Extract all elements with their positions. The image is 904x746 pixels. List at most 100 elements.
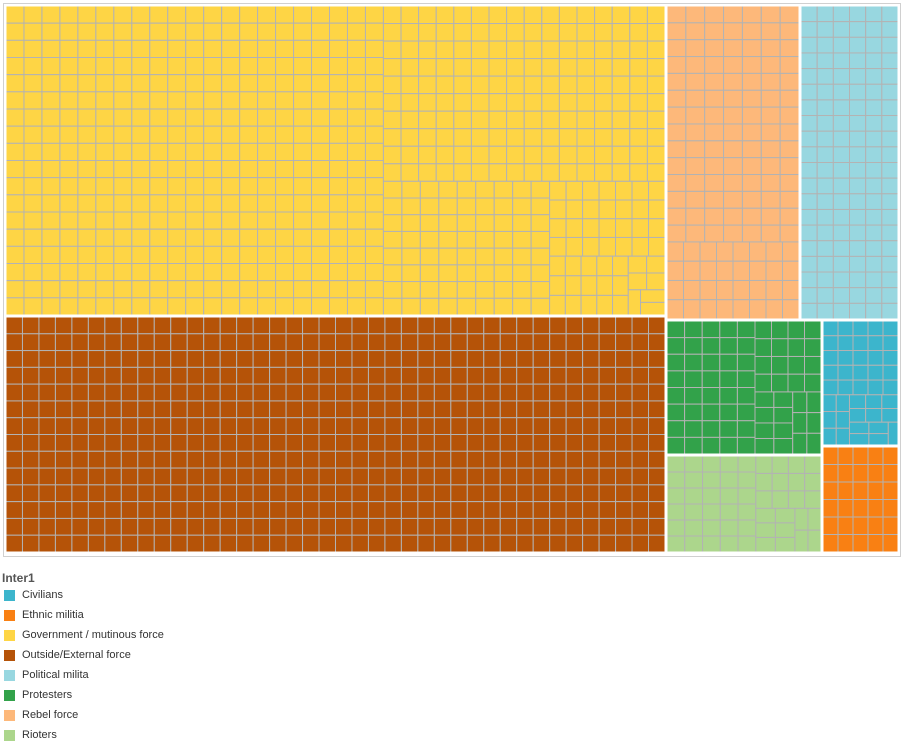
treemap-cell[interactable] bbox=[648, 218, 666, 238]
treemap-cell[interactable] bbox=[466, 316, 485, 335]
treemap-cell[interactable] bbox=[832, 302, 851, 320]
treemap-cell[interactable] bbox=[631, 467, 650, 486]
treemap-cell[interactable] bbox=[104, 467, 122, 486]
treemap-cell[interactable] bbox=[186, 534, 205, 553]
treemap-cell[interactable] bbox=[512, 264, 532, 283]
treemap-cell[interactable] bbox=[384, 366, 402, 385]
treemap-cell[interactable] bbox=[488, 5, 508, 25]
treemap-cell[interactable] bbox=[512, 180, 532, 199]
treemap-cell[interactable] bbox=[848, 433, 870, 446]
treemap-cell[interactable] bbox=[816, 52, 834, 70]
treemap-cell[interactable] bbox=[87, 400, 106, 419]
treemap-cell[interactable] bbox=[131, 74, 151, 93]
treemap-cell[interactable] bbox=[419, 297, 440, 316]
treemap-cell[interactable] bbox=[666, 320, 686, 339]
treemap-cell[interactable] bbox=[612, 275, 629, 296]
treemap-cell[interactable] bbox=[219, 316, 238, 335]
treemap-cell[interactable] bbox=[732, 299, 750, 320]
treemap-cell[interactable] bbox=[475, 180, 495, 199]
treemap-cell[interactable] bbox=[221, 108, 241, 127]
treemap-cell[interactable] bbox=[867, 350, 884, 366]
treemap-cell[interactable] bbox=[400, 534, 419, 553]
treemap-cell[interactable] bbox=[648, 450, 666, 469]
treemap-cell[interactable] bbox=[837, 464, 854, 483]
treemap-cell[interactable] bbox=[311, 194, 331, 213]
treemap-cell[interactable] bbox=[822, 320, 839, 337]
treemap-cell[interactable] bbox=[702, 519, 721, 537]
treemap-cell[interactable] bbox=[203, 501, 221, 519]
treemap-cell[interactable] bbox=[252, 434, 271, 452]
treemap-cell[interactable] bbox=[137, 484, 155, 503]
treemap-cell[interactable] bbox=[59, 5, 79, 24]
treemap-cell[interactable] bbox=[882, 516, 899, 535]
treemap-cell[interactable] bbox=[456, 264, 477, 283]
treemap-cell[interactable] bbox=[185, 194, 205, 213]
treemap-cell[interactable] bbox=[367, 517, 386, 536]
treemap-cell[interactable] bbox=[666, 487, 686, 505]
treemap-cell[interactable] bbox=[41, 245, 61, 265]
treemap-cell[interactable] bbox=[881, 408, 899, 423]
treemap-cell[interactable] bbox=[170, 484, 188, 503]
treemap-cell[interactable] bbox=[167, 91, 187, 110]
treemap-cell[interactable] bbox=[760, 39, 781, 58]
treemap-cell[interactable] bbox=[881, 302, 899, 320]
treemap-cell[interactable] bbox=[367, 434, 386, 452]
treemap-cell[interactable] bbox=[382, 281, 403, 299]
treemap-cell[interactable] bbox=[167, 194, 187, 213]
treemap-cell[interactable] bbox=[239, 160, 259, 179]
treemap-cell[interactable] bbox=[236, 484, 254, 503]
treemap-cell[interactable] bbox=[71, 400, 89, 419]
treemap-cell[interactable] bbox=[648, 517, 666, 536]
treemap-cell[interactable] bbox=[329, 280, 348, 299]
treemap-cell[interactable] bbox=[186, 434, 205, 452]
treemap-cell[interactable] bbox=[346, 108, 366, 127]
treemap-cell[interactable] bbox=[582, 467, 600, 486]
treemap-cell[interactable] bbox=[252, 350, 271, 368]
treemap-cell[interactable] bbox=[865, 255, 883, 273]
treemap-cell[interactable] bbox=[684, 353, 703, 372]
treemap-cell[interactable] bbox=[5, 280, 25, 299]
treemap-cell[interactable] bbox=[335, 383, 353, 402]
treemap-cell[interactable] bbox=[433, 366, 452, 385]
treemap-cell[interactable] bbox=[153, 484, 172, 503]
treemap-cell[interactable] bbox=[765, 260, 783, 281]
treemap-cell[interactable] bbox=[615, 218, 633, 238]
treemap-cell[interactable] bbox=[38, 517, 56, 536]
treemap-cell[interactable] bbox=[236, 534, 254, 553]
treemap-cell[interactable] bbox=[149, 194, 169, 213]
treemap-cell[interactable] bbox=[318, 501, 336, 519]
treemap-cell[interactable] bbox=[666, 140, 687, 159]
treemap-cell[interactable] bbox=[285, 501, 304, 519]
treemap-cell[interactable] bbox=[684, 535, 704, 553]
treemap-cell[interactable] bbox=[598, 366, 617, 385]
treemap-cell[interactable] bbox=[239, 211, 259, 230]
treemap-cell[interactable] bbox=[285, 467, 304, 486]
treemap-cell[interactable] bbox=[580, 294, 598, 316]
treemap-cell[interactable] bbox=[755, 536, 776, 553]
treemap-cell[interactable] bbox=[881, 99, 899, 117]
treemap-cell[interactable] bbox=[239, 194, 259, 213]
treemap-cell[interactable] bbox=[631, 199, 650, 220]
treemap-cell[interactable] bbox=[558, 23, 578, 42]
treemap-cell[interactable] bbox=[41, 57, 61, 76]
treemap-cell[interactable] bbox=[881, 130, 899, 148]
treemap-cell[interactable] bbox=[5, 383, 23, 402]
treemap-cell[interactable] bbox=[453, 93, 472, 112]
treemap-cell[interactable] bbox=[648, 434, 666, 452]
treemap-cell[interactable] bbox=[867, 320, 884, 337]
treemap-cell[interactable] bbox=[203, 160, 223, 179]
treemap-cell[interactable] bbox=[318, 434, 336, 452]
treemap-cell[interactable] bbox=[302, 517, 320, 536]
treemap-cell[interactable] bbox=[865, 394, 883, 409]
treemap-cell[interactable] bbox=[382, 75, 402, 95]
treemap-cell[interactable] bbox=[822, 464, 839, 483]
treemap-cell[interactable] bbox=[41, 125, 61, 144]
treemap-cell[interactable] bbox=[565, 434, 584, 452]
treemap-cell[interactable] bbox=[611, 93, 631, 112]
treemap-cell[interactable] bbox=[466, 400, 485, 419]
treemap-cell[interactable] bbox=[433, 333, 452, 352]
treemap-cell[interactable] bbox=[881, 177, 899, 195]
treemap-cell[interactable] bbox=[71, 534, 89, 553]
treemap-cell[interactable] bbox=[285, 417, 304, 435]
treemap-cell[interactable] bbox=[852, 464, 869, 483]
